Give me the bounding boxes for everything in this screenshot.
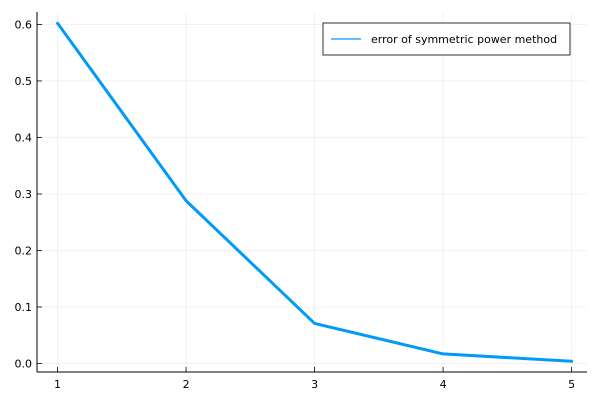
legend: error of symmetric power method — [322, 22, 571, 56]
y-tick-label: 0.0 — [15, 358, 33, 371]
x-tick-label: 4 — [440, 378, 447, 391]
y-tick-label: 0.4 — [15, 131, 33, 144]
gridlines — [37, 12, 587, 372]
y-tick-label: 0.3 — [15, 188, 33, 201]
y-tick-label: 0.2 — [15, 244, 33, 257]
x-tick-label: 3 — [311, 378, 318, 391]
x-tick-label: 1 — [54, 378, 61, 391]
legend-label: error of symmetric power method — [371, 33, 557, 46]
series-layer — [56, 21, 574, 363]
x-tick-label: 5 — [568, 378, 575, 391]
y-tick-label: 0.6 — [15, 18, 33, 31]
series-line — [56, 21, 574, 363]
axes: 1 2 3 4 5 0.0 0.1 0.2 0.3 0.4 0.5 0.6 — [15, 12, 587, 391]
legend-box — [322, 22, 571, 56]
y-tick-label: 0.5 — [15, 75, 33, 88]
x-tick-label: 2 — [183, 378, 190, 391]
y-tick-label: 0.1 — [15, 301, 33, 314]
